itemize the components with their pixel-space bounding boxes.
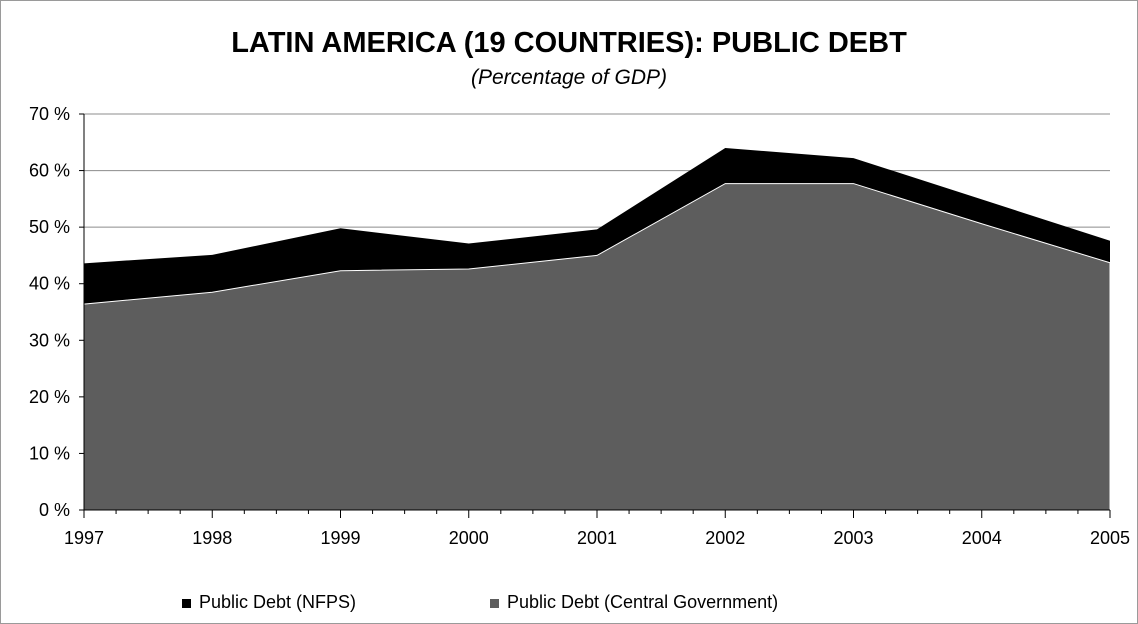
x-tick-label: 1999 (320, 528, 360, 548)
chart-title: LATIN AMERICA (19 COUNTRIES): PUBLIC DEB… (231, 27, 907, 59)
x-tick-label: 2001 (577, 528, 617, 548)
y-tick-label: 40 % (29, 274, 70, 294)
y-tick-label: 10 % (29, 443, 70, 463)
y-tick-label: 20 % (29, 387, 70, 407)
x-tick-label: 2004 (962, 528, 1002, 548)
legend-swatch-nfps (182, 599, 191, 608)
area-public-debt-central-government (83, 183, 1111, 511)
y-tick-label: 50 % (29, 217, 70, 237)
legend-label-nfps: Public Debt (NFPS) (199, 592, 356, 612)
x-tick-label: 2000 (449, 528, 489, 548)
plot-areas (83, 147, 1111, 511)
x-tick-label: 2002 (705, 528, 745, 548)
x-tick-label: 2005 (1090, 528, 1130, 548)
axes: 0 % 10 % 20 % 30 % 40 % 50 % 60 % 70 % 1997 1998 1… (29, 104, 1130, 548)
x-tick-label: 2003 (833, 528, 873, 548)
legend-swatch-central-government (490, 599, 499, 608)
legend-label-central-government: Public Debt (Central Government) (507, 592, 778, 612)
y-tick-label: 0 % (39, 500, 70, 520)
y-tick-label: 70 % (29, 104, 70, 124)
chart-subtitle: (Percentage of GDP) (471, 66, 667, 89)
y-tick-label: 30 % (29, 330, 70, 350)
y-tick-label: 60 % (29, 161, 70, 181)
x-tick-label: 1998 (192, 528, 232, 548)
x-tick-label: 1997 (64, 528, 104, 548)
legend: Public Debt (NFPS) Public Debt (Central … (182, 592, 778, 612)
